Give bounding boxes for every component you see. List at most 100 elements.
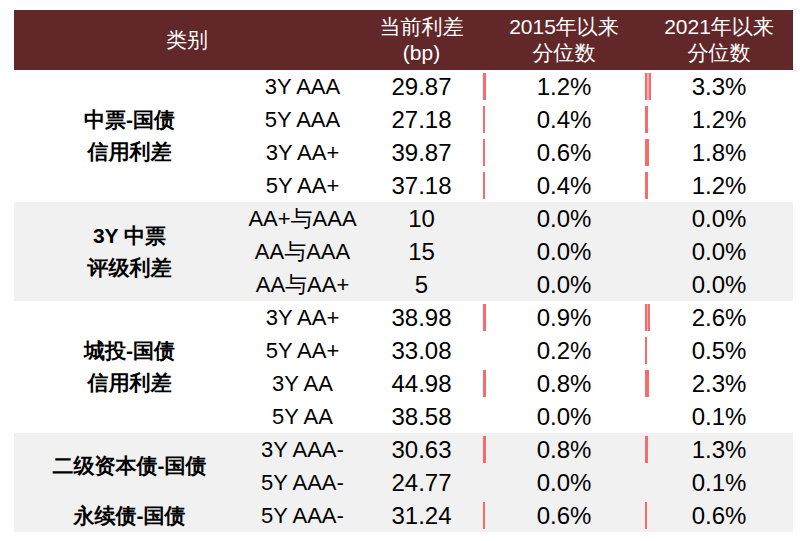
table-row: 5Y AA+ 33.08 0.2% 0.5%: [245, 334, 793, 367]
percentile-2015-cell: 0.0%: [483, 400, 645, 433]
data-bar: [645, 370, 649, 397]
group-label-line: 信用利差: [88, 367, 172, 399]
percentile-2015-value: 0.0%: [537, 205, 592, 232]
spread-value: 27.18: [360, 103, 483, 136]
percentile-2015-cell: 0.8%: [483, 433, 645, 466]
table-row: 5Y AAA 27.18 0.4% 1.2%: [245, 103, 793, 136]
group-label-line: 评级利差: [88, 252, 172, 284]
percentile-2021-value: 3.3%: [692, 73, 747, 100]
table-row: 5Y AAA- 24.77 0.0% 0.1%: [245, 466, 793, 499]
percentile-2015-cell: 0.0%: [483, 268, 645, 301]
item-label: AA+与AAA: [245, 202, 360, 235]
percentile-2021-cell: 0.0%: [645, 202, 793, 235]
spread-value: 30.63: [360, 433, 483, 466]
percentile-2015-cell: 0.8%: [483, 367, 645, 400]
group-label-line: 中票-国债: [84, 104, 175, 136]
group-label: 城投-国债 信用利差: [14, 301, 245, 433]
percentile-2021-value: 0.1%: [692, 403, 747, 430]
data-bar: [483, 106, 485, 133]
item-label: 3Y AAA: [245, 70, 360, 103]
item-label: 3Y AA+: [245, 301, 360, 334]
percentile-2021-value: 1.8%: [692, 139, 747, 166]
percentile-2015-cell: 1.2%: [483, 70, 645, 103]
spread-value: 44.98: [360, 367, 483, 400]
percentile-2021-cell: 0.0%: [645, 268, 793, 301]
header-category: 类别: [14, 10, 360, 70]
table-row: AA+与AAA 10 0.0% 0.0%: [245, 202, 793, 235]
percentile-2021-cell: 0.1%: [645, 400, 793, 433]
header-current-spread-line2: (bp): [403, 40, 440, 66]
table-row: 5Y AA 38.58 0.0% 0.1%: [245, 400, 793, 433]
percentile-2015-cell: 0.4%: [483, 169, 645, 202]
group-label: 二级资本债-国债: [14, 433, 245, 499]
percentile-2015-cell: 0.2%: [483, 334, 645, 367]
data-bar: [645, 337, 647, 364]
percentile-2015-value: 0.0%: [537, 271, 592, 298]
percentile-2015-value: 0.9%: [537, 304, 592, 331]
percentile-2015-cell: 0.0%: [483, 235, 645, 268]
header-percentile-2015: 2015年以来 分位数: [483, 10, 645, 70]
group-label-line: 二级资本债-国债: [53, 450, 207, 482]
percentile-2015-value: 0.6%: [537, 502, 592, 529]
percentile-2015-value: 0.4%: [537, 172, 592, 199]
percentile-2021-value: 0.6%: [692, 502, 747, 529]
percentile-2021-cell: 3.3%: [645, 70, 793, 103]
spread-value: 38.98: [360, 301, 483, 334]
table-row: 3Y AA+ 39.87 0.6% 1.8%: [245, 136, 793, 169]
item-label: 5Y AA+: [245, 169, 360, 202]
percentile-2015-cell: 0.4%: [483, 103, 645, 136]
data-bar: [645, 106, 648, 133]
percentile-2015-cell: 0.6%: [483, 136, 645, 169]
data-bar: [483, 139, 485, 166]
data-bar: [483, 172, 485, 199]
percentile-2021-cell: 0.6%: [645, 499, 793, 532]
percentile-2015-cell: 0.9%: [483, 301, 645, 334]
item-label: 3Y AA: [245, 367, 360, 400]
data-bar: [645, 502, 647, 529]
group-mtn-treasury-spread: 中票-国债 信用利差 3Y AAA 29.87 1.2% 3.3% 5Y AAA…: [14, 70, 793, 202]
item-label: 3Y AAA-: [245, 433, 360, 466]
table-row: 5Y AAA- 31.24 0.6% 0.6%: [245, 499, 793, 532]
percentile-2021-value: 1.2%: [692, 106, 747, 133]
percentile-2021-cell: 0.5%: [645, 334, 793, 367]
percentile-2015-value: 0.2%: [537, 337, 592, 364]
table-row: 5Y AA+ 37.18 0.4% 1.2%: [245, 169, 793, 202]
spread-value: 38.58: [360, 400, 483, 433]
percentile-2015-value: 0.6%: [537, 139, 592, 166]
item-label: AA与AA+: [245, 268, 360, 301]
table-row: AA与AAA 15 0.0% 0.0%: [245, 235, 793, 268]
item-label: AA与AAA: [245, 235, 360, 268]
table-row: 3Y AAA 29.87 1.2% 3.3%: [245, 70, 793, 103]
spread-value: 31.24: [360, 499, 483, 532]
percentile-2021-value: 2.6%: [692, 304, 747, 331]
percentile-2021-value: 0.5%: [692, 337, 747, 364]
group-label-line: 3Y 中票: [93, 220, 166, 252]
group-3y-mtn-rating-spread: 3Y 中票 评级利差 AA+与AAA 10 0.0% 0.0% AA与AAA 1…: [14, 202, 793, 301]
group-label: 中票-国债 信用利差: [14, 70, 245, 202]
percentile-2021-cell: 1.3%: [645, 433, 793, 466]
spread-value: 10: [360, 202, 483, 235]
data-bar: [483, 370, 486, 397]
credit-spread-table: 类别 当前利差 (bp) 2015年以来 分位数 2021年以来 分位数 中票-…: [14, 10, 793, 532]
group-perpetual-treasury: 永续债-国债 5Y AAA- 31.24 0.6% 0.6%: [14, 499, 793, 532]
item-label: 5Y AA: [245, 400, 360, 433]
header-current-spread: 当前利差 (bp): [360, 10, 483, 70]
percentile-2021-value: 0.0%: [692, 238, 747, 265]
data-bar: [645, 73, 651, 100]
spread-value: 33.08: [360, 334, 483, 367]
percentile-2021-cell: 0.0%: [645, 235, 793, 268]
group-label-line: 信用利差: [88, 136, 172, 168]
percentile-2021-value: 1.2%: [692, 172, 747, 199]
group-tier2-treasury: 二级资本债-国债 3Y AAA- 30.63 0.8% 1.3% 5Y AAA-…: [14, 433, 793, 499]
percentile-2015-value: 0.8%: [537, 370, 592, 397]
item-label: 3Y AA+: [245, 136, 360, 169]
table-row: 3Y AA 44.98 0.8% 2.3%: [245, 367, 793, 400]
group-lgfv-treasury-spread: 城投-国债 信用利差 3Y AA+ 38.98 0.9% 2.6% 5Y AA+…: [14, 301, 793, 433]
item-label: 5Y AA+: [245, 334, 360, 367]
percentile-2021-value: 0.0%: [692, 271, 747, 298]
percentile-2015-cell: 0.0%: [483, 466, 645, 499]
table-row: 3Y AAA- 30.63 0.8% 1.3%: [245, 433, 793, 466]
percentile-2015-value: 0.4%: [537, 106, 592, 133]
item-label: 5Y AAA: [245, 103, 360, 136]
percentile-2015-value: 0.0%: [537, 469, 592, 496]
